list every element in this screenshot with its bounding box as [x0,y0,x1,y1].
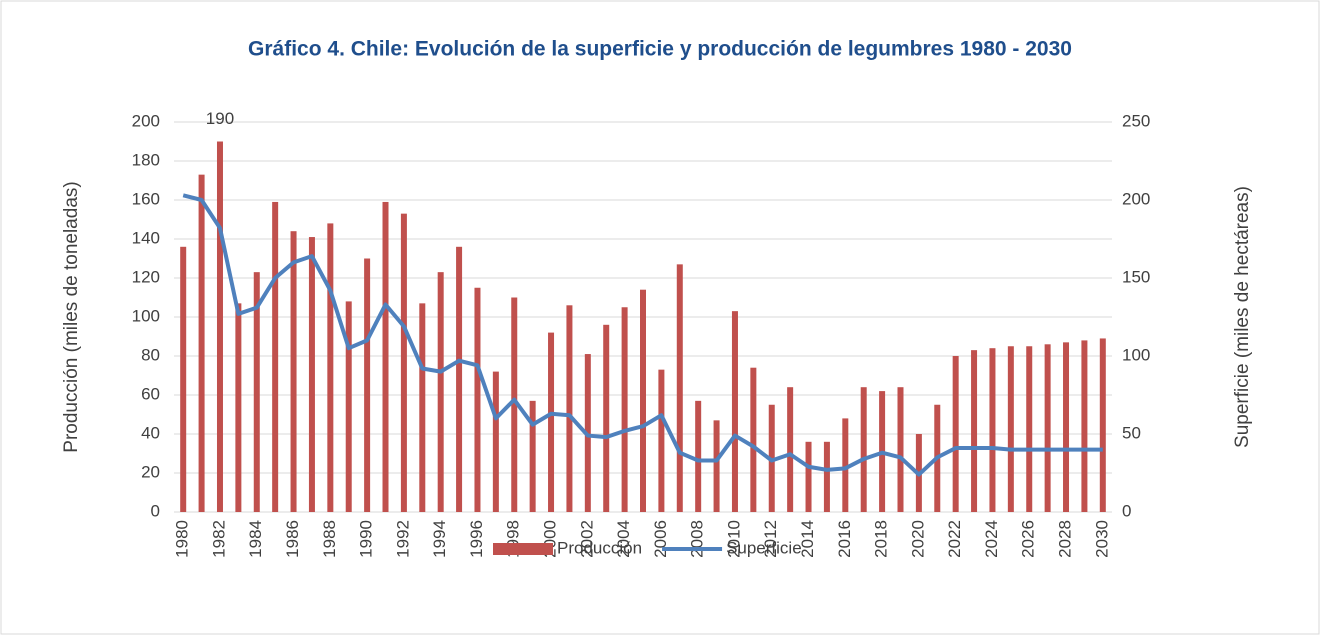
x-tick-label: 2030 [1092,520,1111,558]
y2-tick-label: 0 [1122,501,1131,520]
bar [235,303,242,512]
x-tick-label: 1994 [430,520,449,558]
bar [492,371,499,512]
bar [272,201,279,512]
x-tick-label: 2012 [761,520,780,558]
bar [400,213,407,512]
bar [860,387,867,512]
y2-tick-label: 50 [1122,423,1141,442]
bar [1007,346,1014,512]
x-tick-label: 2020 [908,520,927,558]
bar [1063,342,1070,512]
x-tick-label: 2028 [1056,520,1075,558]
bar [216,141,223,512]
bar [1026,346,1033,512]
legend-label: Producción [557,538,642,557]
bar [327,223,334,512]
y-tick-label: 60 [141,384,160,403]
data-label: 190 [206,109,234,128]
x-tick-label: 1988 [320,520,339,558]
bar [474,287,481,512]
bar [897,387,904,512]
x-tick-label: 2010 [724,520,743,558]
y-tick-label: 40 [141,423,160,442]
bar [989,348,996,512]
x-tick-label: 2018 [872,520,891,558]
bar [971,350,978,512]
x-tick-label: 2026 [1019,520,1038,558]
bar [621,307,628,512]
bar [511,297,518,512]
bar [253,272,260,512]
bar [695,400,702,512]
y-tick-label: 120 [132,267,160,286]
bar [640,289,646,512]
bar [437,272,444,512]
bar [290,231,297,512]
bar [750,367,757,512]
bar [676,264,683,512]
bar [419,303,426,512]
bar [345,301,352,512]
y-tick-label: 100 [132,306,160,325]
x-tick-label: 1980 [173,520,192,558]
bar [1044,344,1051,512]
bar [603,324,610,512]
y-axis-title: Producción (miles de toneladas) [61,181,82,452]
bar [548,332,555,512]
y-tick-label: 0 [151,501,160,520]
y2-tick-label: 150 [1122,267,1150,286]
bar [308,237,315,513]
x-tick-label: 1996 [467,520,486,558]
x-tick-label: 2004 [614,520,633,558]
x-tick-label: 2014 [798,520,817,558]
bar [456,246,463,513]
legend-swatch [493,543,553,555]
bar [382,201,389,512]
x-tick-label: 1982 [209,520,228,558]
y2-tick-label: 100 [1122,345,1150,364]
x-tick-label: 2006 [651,520,670,558]
x-tick-label: 1986 [283,520,302,558]
x-tick-label: 2016 [835,520,854,558]
bar [1081,340,1088,512]
bar [805,441,812,512]
y-tick-label: 80 [141,345,160,364]
bar [952,356,959,512]
bar [180,246,187,513]
bar [842,418,849,512]
bar [529,400,536,512]
bar [823,441,830,512]
bar [787,387,794,512]
bar [566,305,573,512]
bar [1099,338,1106,512]
x-tick-label: 2024 [982,520,1001,558]
y-tick-label: 20 [141,462,160,481]
bar [364,258,371,512]
bar [658,369,665,512]
x-tick-label: 2022 [945,520,964,558]
y-tick-label: 200 [132,111,160,130]
y-tick-label: 160 [132,189,160,208]
bar [731,311,738,512]
y-tick-label: 140 [132,228,160,247]
x-tick-label: 2008 [688,520,707,558]
y2-tick-label: 200 [1122,189,1150,208]
line [182,193,1103,477]
x-tick-label: 1992 [393,520,412,558]
y2-axis-title: Superficie (miles de hectáreas) [1232,186,1253,448]
legend-label: Superficie [726,538,802,557]
bar [198,174,205,512]
x-tick-label: 2002 [577,520,596,558]
y2-tick-label: 250 [1122,111,1150,130]
chart-title: Gráfico 4. Chile: Evolución de la superf… [248,38,1072,61]
x-tick-label: 1984 [246,520,265,558]
bar [713,420,720,512]
y-tick-label: 180 [132,150,160,169]
x-tick-label: 1990 [357,520,376,558]
